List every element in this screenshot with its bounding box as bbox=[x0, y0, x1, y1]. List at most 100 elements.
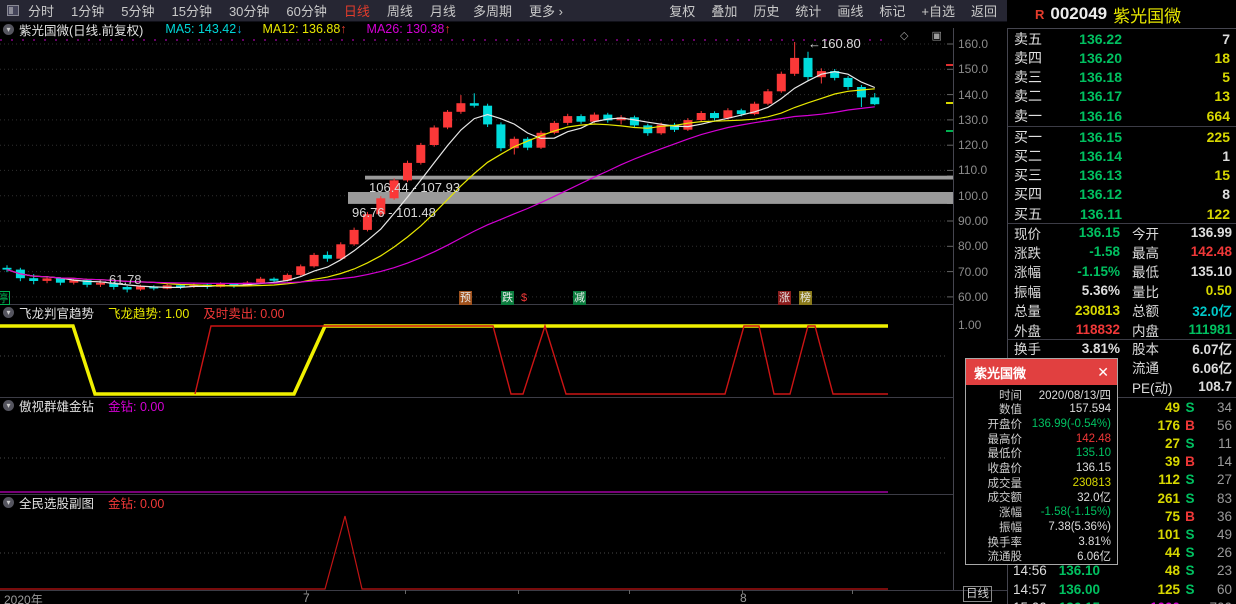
popup-header[interactable]: 紫光国微 ✕ bbox=[966, 359, 1117, 385]
trade-count: 34 bbox=[1216, 399, 1232, 415]
popup-label: 振幅 bbox=[999, 521, 1022, 534]
ask-label: 卖二 bbox=[1014, 88, 1042, 105]
stat-label: 振幅 bbox=[1014, 284, 1041, 300]
transaction-row-1[interactable]: 49 S 34 bbox=[1008, 398, 1236, 416]
bid-row-5[interactable]: 买五 136.11 122 bbox=[1008, 204, 1236, 223]
period-label[interactable]: 日线 bbox=[963, 586, 992, 602]
toolbar-tool-2[interactable]: 叠加 bbox=[711, 4, 738, 19]
ask-row-2[interactable]: 卖二 136.17 13 bbox=[1008, 87, 1236, 106]
stat-value: 3.81% bbox=[1081, 340, 1120, 356]
indicator-panel-2[interactable] bbox=[0, 398, 953, 495]
indicator-panel-1[interactable] bbox=[0, 305, 953, 398]
panel-separator bbox=[0, 494, 953, 495]
toolbar-tool-1[interactable]: 复权 bbox=[669, 4, 696, 19]
trade-time: 14:56 bbox=[1013, 563, 1047, 579]
event-marker-$: $ bbox=[521, 292, 528, 304]
transaction-row-6[interactable]: 261 S 83 bbox=[1008, 489, 1236, 507]
trade-time: 14:57 bbox=[1013, 581, 1047, 597]
stats-row-6[interactable]: 外盘 118832 内盘 111981 bbox=[1008, 320, 1236, 339]
panel-name: 全民选股副图 bbox=[19, 497, 95, 511]
transaction-row-7[interactable]: 75 B 36 bbox=[1008, 507, 1236, 525]
popup-row-4: 最高价 142.48 bbox=[966, 431, 1117, 446]
event-marker-减: 减 bbox=[573, 291, 586, 305]
bid-row-1[interactable]: 买一 136.15 225 bbox=[1008, 127, 1236, 146]
popup-label: 收盘价 bbox=[987, 463, 1023, 475]
popup-label: 最低价 bbox=[987, 448, 1023, 461]
popup-label: 最高价 bbox=[987, 433, 1023, 446]
chart-header: ▾ 紫光国微(日线.前复权) MA5: 143.42↓ MA12: 136.88… bbox=[0, 22, 950, 38]
ask-row-1[interactable]: 卖一 136.16 664 bbox=[1008, 106, 1236, 125]
toolbar-period-4[interactable]: 15分钟 bbox=[171, 4, 212, 19]
toolbar-tool-8[interactable]: 返回 bbox=[970, 4, 997, 19]
stats-row-3[interactable]: 涨幅 -1.15% 最低 135.10 bbox=[1008, 262, 1236, 281]
stat-value: 5.36% bbox=[1081, 283, 1120, 299]
y-axis-label: 150.0 bbox=[958, 62, 989, 77]
stock-name: 紫光国微 bbox=[1113, 6, 1182, 26]
collapse-icon[interactable]: ▾ bbox=[3, 23, 14, 35]
top-toolbar: 分时 1分钟 5分钟 15分钟 30分钟 60分钟 日线 周线 月线 多周期 更多 › 复权 叠加 历史… bbox=[0, 0, 1007, 22]
y-axis-label: 90.00 bbox=[958, 214, 989, 229]
collapse-icon[interactable]: ▾ bbox=[3, 307, 14, 318]
ma12-value: MA12: 136.88↑ bbox=[262, 22, 347, 36]
right-panel-divider bbox=[1007, 28, 1008, 604]
transaction-row-5[interactable]: 112 S 27 bbox=[1008, 471, 1236, 489]
ask-row-4[interactable]: 卖四 136.20 18 bbox=[1008, 48, 1236, 67]
toolbar-tool-6[interactable]: 标记 bbox=[879, 4, 906, 19]
toolbar-period-8[interactable]: 周线 bbox=[386, 4, 413, 19]
stats-row-2[interactable]: 涨跌 -1.58 最高 142.48 bbox=[1008, 242, 1236, 261]
bid-row-3[interactable]: 买三 136.13 15 bbox=[1008, 166, 1236, 185]
panel-axis-label: 1.00 bbox=[958, 318, 982, 332]
transaction-row-11[interactable]: 14:57 136.00 125 S 60 bbox=[1008, 580, 1236, 598]
trade-side: B bbox=[1185, 454, 1195, 470]
ask-volume: 18 bbox=[1214, 49, 1230, 66]
popup-row-3: 开盘价 136.99(-0.54%) bbox=[966, 416, 1117, 431]
toolbar-tool-7[interactable]: +自选 bbox=[921, 4, 955, 19]
stats-row-5[interactable]: 总量 230813 总额 32.0亿 bbox=[1008, 301, 1236, 320]
popup-body: 时间 2020/08/13/四 数值 157.594 开盘价 136.99(-0.54%)… bbox=[966, 385, 1117, 564]
collapse-icon[interactable]: ▾ bbox=[3, 497, 14, 508]
stats-row-4[interactable]: 振幅 5.36% 量比 0.50 bbox=[1008, 281, 1236, 300]
indicator-panel-3[interactable] bbox=[0, 495, 953, 591]
trade-count: 83 bbox=[1216, 490, 1232, 506]
toolbar-period-10[interactable]: 多周期 bbox=[472, 4, 512, 19]
stats2-row-2[interactable]: 流通 6.06亿 bbox=[1008, 358, 1236, 377]
stat-value: 136.99 bbox=[1190, 225, 1232, 240]
bid-row-4[interactable]: 买四 136.12 8 bbox=[1008, 185, 1236, 204]
close-icon[interactable]: ✕ bbox=[1097, 363, 1109, 380]
toolbar-period-11[interactable]: 更多 › bbox=[528, 4, 563, 19]
stats-row-1[interactable]: 现价 136.15 今开 136.99 bbox=[1008, 223, 1236, 242]
transaction-row-12[interactable]: 15:00136.151000 700 bbox=[1008, 598, 1236, 604]
stats2-row-3[interactable]: PE(动) 108.7 bbox=[1008, 377, 1236, 396]
bid-volume: 225 bbox=[1206, 128, 1230, 145]
toolbar-period-2[interactable]: 1分钟 bbox=[71, 4, 105, 19]
bid-row-2[interactable]: 买二 136.14 1 bbox=[1008, 146, 1236, 165]
band-range-label: 96.76 - 101.48 bbox=[352, 204, 436, 220]
toolbar-period-7[interactable]: 日线 bbox=[343, 4, 370, 19]
x-axis-month-label: 7 bbox=[303, 591, 310, 604]
toolbar-period-3[interactable]: 5分钟 bbox=[121, 4, 155, 19]
chart-corner-icons[interactable]: ◇ ▣ bbox=[900, 30, 952, 42]
toolbar-period-1[interactable]: 分时 bbox=[28, 4, 55, 19]
transaction-row-9[interactable]: 44 S 26 bbox=[1008, 544, 1236, 562]
transaction-row-10[interactable]: 14:56 136.10 48 S 23 bbox=[1008, 562, 1236, 580]
bid-volume: 1 bbox=[1222, 147, 1230, 164]
toolbar-period-6[interactable]: 60分钟 bbox=[286, 4, 327, 19]
transaction-row-3[interactable]: 27 S 11 bbox=[1008, 434, 1236, 452]
transaction-row-2[interactable]: 176 B 56 bbox=[1008, 416, 1236, 434]
toolbar-tool-4[interactable]: 统计 bbox=[795, 4, 822, 19]
ask-row-5[interactable]: 卖五 136.22 7 bbox=[1008, 29, 1236, 48]
main-candlestick-chart[interactable] bbox=[0, 28, 953, 304]
toolbar-period-9[interactable]: 月线 bbox=[429, 4, 456, 19]
transaction-row-4[interactable]: 39 B 14 bbox=[1008, 453, 1236, 471]
toolbar-tool-3[interactable]: 历史 bbox=[753, 4, 780, 19]
trade-price: 136.10 bbox=[1058, 563, 1100, 579]
transaction-row-8[interactable]: 101 S 49 bbox=[1008, 525, 1236, 543]
toolbar-period-5[interactable]: 30分钟 bbox=[228, 4, 270, 19]
ask-row-3[interactable]: 卖三 136.18 5 bbox=[1008, 68, 1236, 87]
popup-value: 136.99(-0.54%) bbox=[1031, 417, 1111, 430]
window-grid-icon[interactable] bbox=[7, 5, 19, 16]
stats2-row-1[interactable]: 换手 3.81% 股本 6.07亿 bbox=[1008, 339, 1236, 358]
toolbar-tool-5[interactable]: 画线 bbox=[837, 4, 864, 19]
collapse-icon[interactable]: ▾ bbox=[3, 400, 14, 411]
